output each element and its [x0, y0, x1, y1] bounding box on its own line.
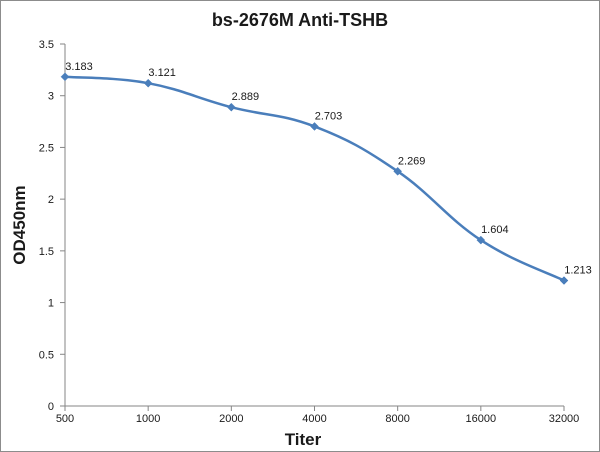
data-label: 2.889	[232, 91, 260, 103]
data-point-marker	[226, 102, 236, 112]
y-tick-label: 1	[48, 298, 54, 310]
data-label: 1.604	[481, 224, 509, 236]
data-label: 1.213	[564, 265, 592, 277]
data-point-marker	[143, 78, 153, 88]
data-point-marker	[476, 235, 486, 245]
y-tick-label: 1.5	[39, 246, 54, 258]
data-label: 3.121	[148, 67, 176, 79]
data-point-marker	[60, 72, 70, 82]
x-tick-label: 2000	[219, 413, 243, 425]
y-axis-title: OD450nm	[10, 185, 29, 264]
y-tick-label: 3	[48, 91, 54, 103]
x-tick-label: 16000	[466, 413, 497, 425]
y-tick-label: 2.5	[39, 142, 54, 154]
data-label: 2.703	[315, 110, 343, 122]
y-tick-label: 0	[48, 401, 54, 413]
x-tick-label: 4000	[302, 413, 326, 425]
x-tick-label: 8000	[385, 413, 409, 425]
series-line	[64, 75, 565, 282]
x-axis-title: Titer	[285, 430, 322, 449]
y-tick-label: 2	[48, 194, 54, 206]
y-tick-label: 3.5	[39, 39, 54, 51]
data-point-marker	[393, 166, 403, 176]
chart-title: bs-2676M Anti-TSHB	[212, 10, 388, 30]
x-tick-label: 32000	[549, 413, 580, 425]
y-tick-label: 0.5	[39, 349, 54, 361]
x-tick-label: 500	[56, 413, 74, 425]
data-point-marker	[559, 276, 569, 285]
data-label: 3.183	[65, 61, 93, 73]
x-tick-label: 1000	[136, 413, 160, 425]
data-point-marker	[310, 122, 319, 131]
data-label: 2.269	[398, 155, 426, 167]
